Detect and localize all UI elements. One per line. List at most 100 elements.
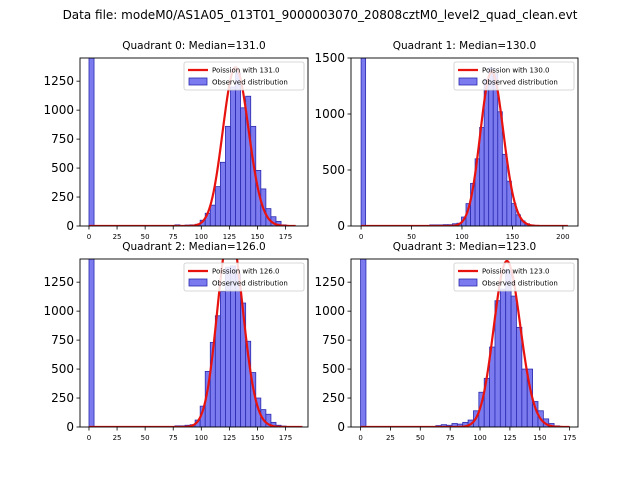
- quadrant-3-xtick-label-0: 0: [358, 434, 362, 442]
- quadrant-3-xtick-label-1: 25: [386, 434, 395, 442]
- quadrant-1-bar-16: [497, 111, 503, 226]
- quadrant-2-xtick-label-3: 75: [169, 434, 178, 442]
- quadrant-1-xtick-label-3: 150: [506, 233, 519, 241]
- quadrant-3-xtick-label-7: 175: [563, 434, 576, 442]
- quadrant-1-ytick-label-1: 500: [322, 163, 345, 177]
- quadrant-1-poisson-curve: [361, 70, 568, 226]
- quadrant-1-xtick-label-1: 50: [407, 233, 416, 241]
- quadrant-2-ytick-label-5: 1250: [43, 275, 74, 289]
- quadrant-1-bar-15: [492, 73, 499, 226]
- quadrant-3-xtick-label-3: 75: [446, 434, 455, 442]
- quadrant-3-legend-bar-swatch: [458, 278, 478, 287]
- quadrant-0-xtick-label-0: 0: [87, 233, 91, 241]
- quadrant-3-axes-frame: [350, 258, 579, 428]
- quadrant-3-bar-16: [516, 326, 523, 427]
- quadrant-3-poisson-curve: [360, 260, 570, 427]
- quadrant-3-ytick-label-3: 750: [322, 333, 345, 347]
- quadrant-0-legend-label-1: Observed distribution: [212, 79, 288, 87]
- quadrant-3-title: Quadrant 3: Median=123.0: [393, 241, 536, 253]
- quadrant-3-bar-14: [505, 269, 512, 427]
- quadrant-0-xtick-label-7: 175: [279, 233, 292, 241]
- quadrant-3-bar-13: [499, 288, 507, 427]
- quadrant-2-xtick-label-0: 0: [87, 434, 91, 442]
- quadrant-2-legend-label-0: Poission with 126.0: [212, 268, 280, 276]
- quadrant-2-ytick-label-0: 0: [66, 420, 74, 434]
- quadrant-0-ytick-label-0: 0: [66, 219, 74, 233]
- quadrant-0-ytick-label-5: 1250: [43, 74, 74, 88]
- quadrant-3-legend-label-1: Observed distribution: [482, 280, 558, 288]
- quadrant-3-ytick-label-2: 500: [322, 362, 345, 376]
- quadrant-0-bars: [88, 58, 287, 226]
- quadrant-3-legend-box: [453, 262, 575, 292]
- quadrant-2-ytick-label-2: 500: [51, 362, 74, 376]
- quadrant-0-xtick-label-4: 100: [195, 233, 208, 241]
- quadrant-2-panel: 0 25 50 75 100 125 150 175 0 250 500 750 1000 1250 Qua…: [43, 241, 309, 442]
- quadrant-2-xtick-label-6: 150: [251, 434, 264, 442]
- quadrant-0-bar-10: [225, 125, 231, 226]
- quadrant-3-xtick-label-6: 150: [533, 434, 546, 442]
- quadrant-2-ytick-label-4: 1000: [43, 304, 74, 318]
- quadrant-0-bar-7: [209, 204, 216, 226]
- quadrant-2-bar-19: [265, 413, 272, 427]
- quadrant-2-poisson-curve: [88, 259, 303, 427]
- quadrant-2-bar-10: [219, 291, 226, 427]
- quadrant-1-legend-label-0: Poission with 130.0: [482, 67, 550, 75]
- quadrant-1-xtick-label-2: 100: [455, 233, 468, 241]
- quadrant-1-panel: 0 50 100 150 200 0 500 1000 1500 Quadrant 1: Medi…: [314, 40, 579, 241]
- quadrant-2-axes-frame: [79, 258, 309, 428]
- quadrant-3-panel: 0 25 50 75 100 125 150 175 0 250 500 750 1000 1250 Qua…: [314, 241, 579, 442]
- quadrant-1-legend: Poission with 130.0 Observed distribution: [453, 61, 575, 91]
- quadrant-2-bar-9: [214, 315, 221, 427]
- quadrant-2-legend-bar-swatch: [188, 278, 208, 287]
- quadrant-2-legend: Poission with 126.0 Observed distribution: [183, 262, 305, 292]
- quadrant-0-xtick-label-1: 25: [113, 233, 122, 241]
- quadrant-2-xtick-label-1: 25: [113, 434, 122, 442]
- quadrant-1-legend-box: [453, 61, 575, 91]
- quadrant-3-bar-17: [521, 368, 528, 427]
- quadrant-3-legend-label-0: Poission with 123.0: [482, 268, 550, 276]
- quadrant-0-xtick-label-6: 150: [251, 233, 264, 241]
- quadrant-1-bars: [360, 58, 535, 226]
- quadrant-3-ytick-label-5: 1250: [314, 275, 345, 289]
- quadrant-2-ytick-label-3: 750: [51, 333, 74, 347]
- quadrant-1-legend-bar-swatch: [458, 77, 478, 86]
- quadrant-0-bar-8: [214, 186, 221, 226]
- quadrant-1-xtick-label-0: 0: [359, 233, 363, 241]
- quadrant-1-ytick-label-3: 1500: [314, 51, 345, 65]
- quadrant-1-ytick-label-0: 0: [337, 219, 345, 233]
- quadrant-0-ytick-label-3: 750: [51, 132, 74, 146]
- quadrant-2-xtick-label-4: 100: [195, 434, 208, 442]
- quadrant-3-xtick-label-5: 125: [503, 434, 516, 442]
- quadrant-2-legend-label-1: Observed distribution: [212, 280, 288, 288]
- quadrant-0-title: Quadrant 0: Median=131.0: [122, 40, 265, 52]
- quadrant-0-bar-9: [219, 161, 226, 226]
- quadrant-0-axes-frame: [79, 57, 309, 227]
- quadrant-2-bar-0: [88, 259, 95, 427]
- quadrant-0-bar-11: [230, 86, 236, 226]
- quadrant-0-xtick-label-3: 75: [169, 233, 178, 241]
- figure-suptitle: Data file: modeM0/AS1A05_013T01_90000030…: [62, 8, 578, 22]
- quadrant-2-bar-13: [235, 273, 242, 427]
- quadrant-0-bar-13: [240, 107, 247, 226]
- quadrant-3-xtick-label-4: 100: [473, 434, 486, 442]
- quadrant-1-bar-14: [488, 67, 494, 226]
- quadrant-1-ytick-label-2: 1000: [314, 107, 345, 121]
- quadrant-2-xtick-label-7: 175: [279, 434, 292, 442]
- quadrant-2-xtick-label-2: 50: [141, 434, 150, 442]
- quadrant-3-ytick-label-0: 0: [337, 420, 345, 434]
- quadrant-0-ytick-label-2: 500: [51, 161, 74, 175]
- quadrant-2-title: Quadrant 2: Median=126.0: [122, 241, 265, 253]
- quadrant-3-xtick-label-2: 50: [416, 434, 425, 442]
- quadrant-1-title: Quadrant 1: Median=130.0: [393, 40, 536, 52]
- quadrant-0-legend: Poission with 131.0 Observed distribution: [183, 61, 305, 91]
- quadrant-1-bar-0: [360, 58, 367, 226]
- quadrant-2-bars: [88, 259, 287, 427]
- quadrant-3-bar-0: [360, 259, 367, 427]
- quadrant-2-legend-box: [183, 262, 305, 292]
- quadrant-1-axes-frame: [350, 57, 579, 227]
- quadrant-0-ytick-label-1: 250: [51, 190, 74, 204]
- quadrant-0-panel: 0 25 50 75 100 125 150 175 0 250 500 750 1000 1250 Qua…: [43, 40, 309, 241]
- quadrant-1-bar-17: [501, 153, 508, 226]
- quadrant-2-xtick-label-5: 125: [223, 434, 236, 442]
